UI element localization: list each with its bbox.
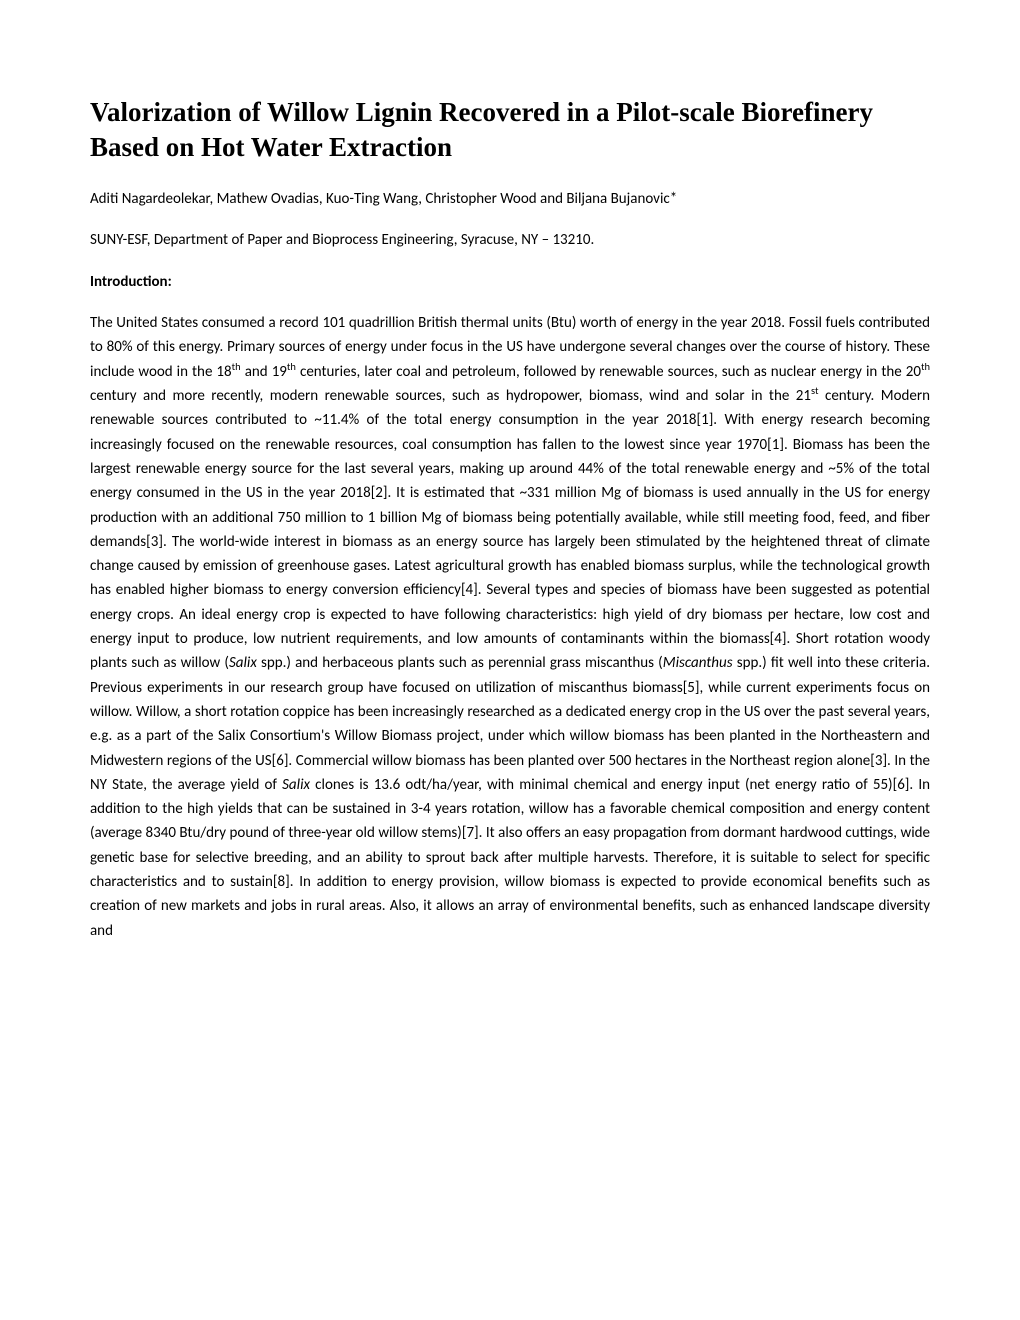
authors-line: Aditi Nagardeolekar, Mathew Ovadias, Kuo…	[90, 189, 930, 210]
section-heading-introduction: Introduction:	[90, 273, 930, 291]
paper-title: Valorization of Willow Lignin Recovered …	[90, 95, 930, 165]
introduction-body: The United States consumed a record 101 …	[90, 311, 930, 943]
affiliation-line: SUNY-ESF, Department of Paper and Biopro…	[90, 230, 930, 251]
